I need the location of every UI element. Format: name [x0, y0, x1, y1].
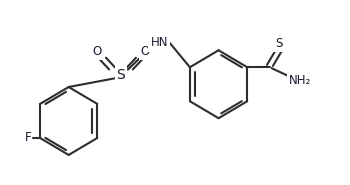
Text: S: S: [117, 68, 125, 82]
Text: HN: HN: [150, 36, 168, 49]
Text: O: O: [141, 45, 150, 58]
Text: S: S: [275, 37, 282, 50]
Text: F: F: [25, 132, 31, 144]
Text: O: O: [92, 45, 101, 58]
Text: NH₂: NH₂: [289, 74, 312, 87]
